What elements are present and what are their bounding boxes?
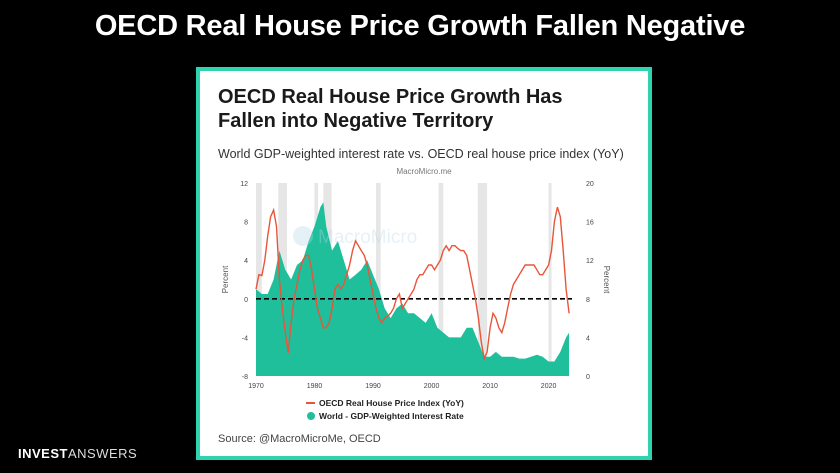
watermark-small: MacroMicro.me bbox=[396, 167, 452, 176]
recession-band bbox=[548, 183, 552, 376]
legend: OECD Real House Price Index (YoY) World -… bbox=[306, 398, 464, 421]
chart-title-line-2: Fallen into Negative Territory bbox=[218, 110, 494, 132]
y-tick-left: -8 bbox=[242, 374, 248, 381]
x-tick: 1970 bbox=[248, 383, 264, 390]
recession-band bbox=[375, 183, 381, 376]
x-tick: 1990 bbox=[365, 383, 381, 390]
x-tick: 2010 bbox=[482, 383, 498, 390]
x-tick: 2000 bbox=[424, 383, 440, 390]
y-tick-right: 12 bbox=[586, 258, 594, 265]
watermark-big: MacroMicro bbox=[318, 227, 417, 248]
legend-area-swatch bbox=[307, 412, 315, 420]
x-tick: 2020 bbox=[541, 383, 557, 390]
interest-rate-area bbox=[256, 202, 570, 376]
y-tick-left: 8 bbox=[244, 220, 248, 227]
right-axis-ticks: 20 16 12 8 4 0 bbox=[586, 181, 594, 381]
legend-label-house-price: OECD Real House Price Index (YoY) bbox=[319, 398, 464, 408]
x-axis-ticks: 1970 1980 1990 2000 2010 2020 bbox=[248, 383, 556, 390]
y-tick-right: 8 bbox=[586, 297, 590, 304]
chart-subtitle: World GDP-weighted interest rate vs. OEC… bbox=[218, 147, 624, 161]
investanswers-logo: INVESTANSWERS bbox=[18, 446, 137, 461]
y-tick-right: 4 bbox=[586, 335, 590, 342]
brand-bold: INVEST bbox=[18, 446, 68, 461]
y-axis-label-left: Percent bbox=[221, 265, 230, 293]
house-price-line bbox=[255, 206, 570, 362]
y-tick-right: 20 bbox=[586, 181, 594, 188]
recession-band bbox=[477, 183, 488, 376]
house-price-polyline bbox=[255, 206, 570, 362]
interest-rate-area-path bbox=[256, 202, 570, 376]
y-tick-left: -4 bbox=[242, 335, 248, 342]
source-note: Source: @MacroMicroMe, OECD bbox=[218, 433, 381, 445]
x-tick: 1980 bbox=[307, 383, 323, 390]
slide-title: OECD Real House Price Growth Fallen Nega… bbox=[94, 10, 746, 42]
chart-title-line-1: OECD Real House Price Growth Has bbox=[218, 86, 563, 108]
chart-card: OECD Real House Price Growth Has Fallen … bbox=[196, 67, 652, 460]
legend-label-interest-rate: World - GDP-Weighted Interest Rate bbox=[319, 411, 464, 421]
y-tick-right: 0 bbox=[586, 374, 590, 381]
macromicro-watermark: MacroMicro bbox=[293, 226, 417, 248]
y-tick-right: 16 bbox=[586, 220, 594, 227]
y-tick-left: 12 bbox=[240, 181, 248, 188]
recession-band bbox=[256, 183, 262, 376]
chart-svg: MacroMicro.me MacroMicro 12 8 4 0 -4 -8 20 16 1… bbox=[221, 167, 611, 421]
y-tick-left: 4 bbox=[244, 258, 248, 265]
left-axis-ticks: 12 8 4 0 -4 -8 bbox=[240, 181, 248, 381]
macromicro-logo-icon bbox=[293, 226, 313, 246]
recession-band bbox=[438, 183, 444, 376]
chart-title: OECD Real House Price Growth Has Fallen … bbox=[218, 85, 638, 133]
y-tick-left: 0 bbox=[244, 297, 248, 304]
y-axis-label-right: Percent bbox=[602, 266, 611, 294]
brand-light: ANSWERS bbox=[67, 446, 138, 461]
